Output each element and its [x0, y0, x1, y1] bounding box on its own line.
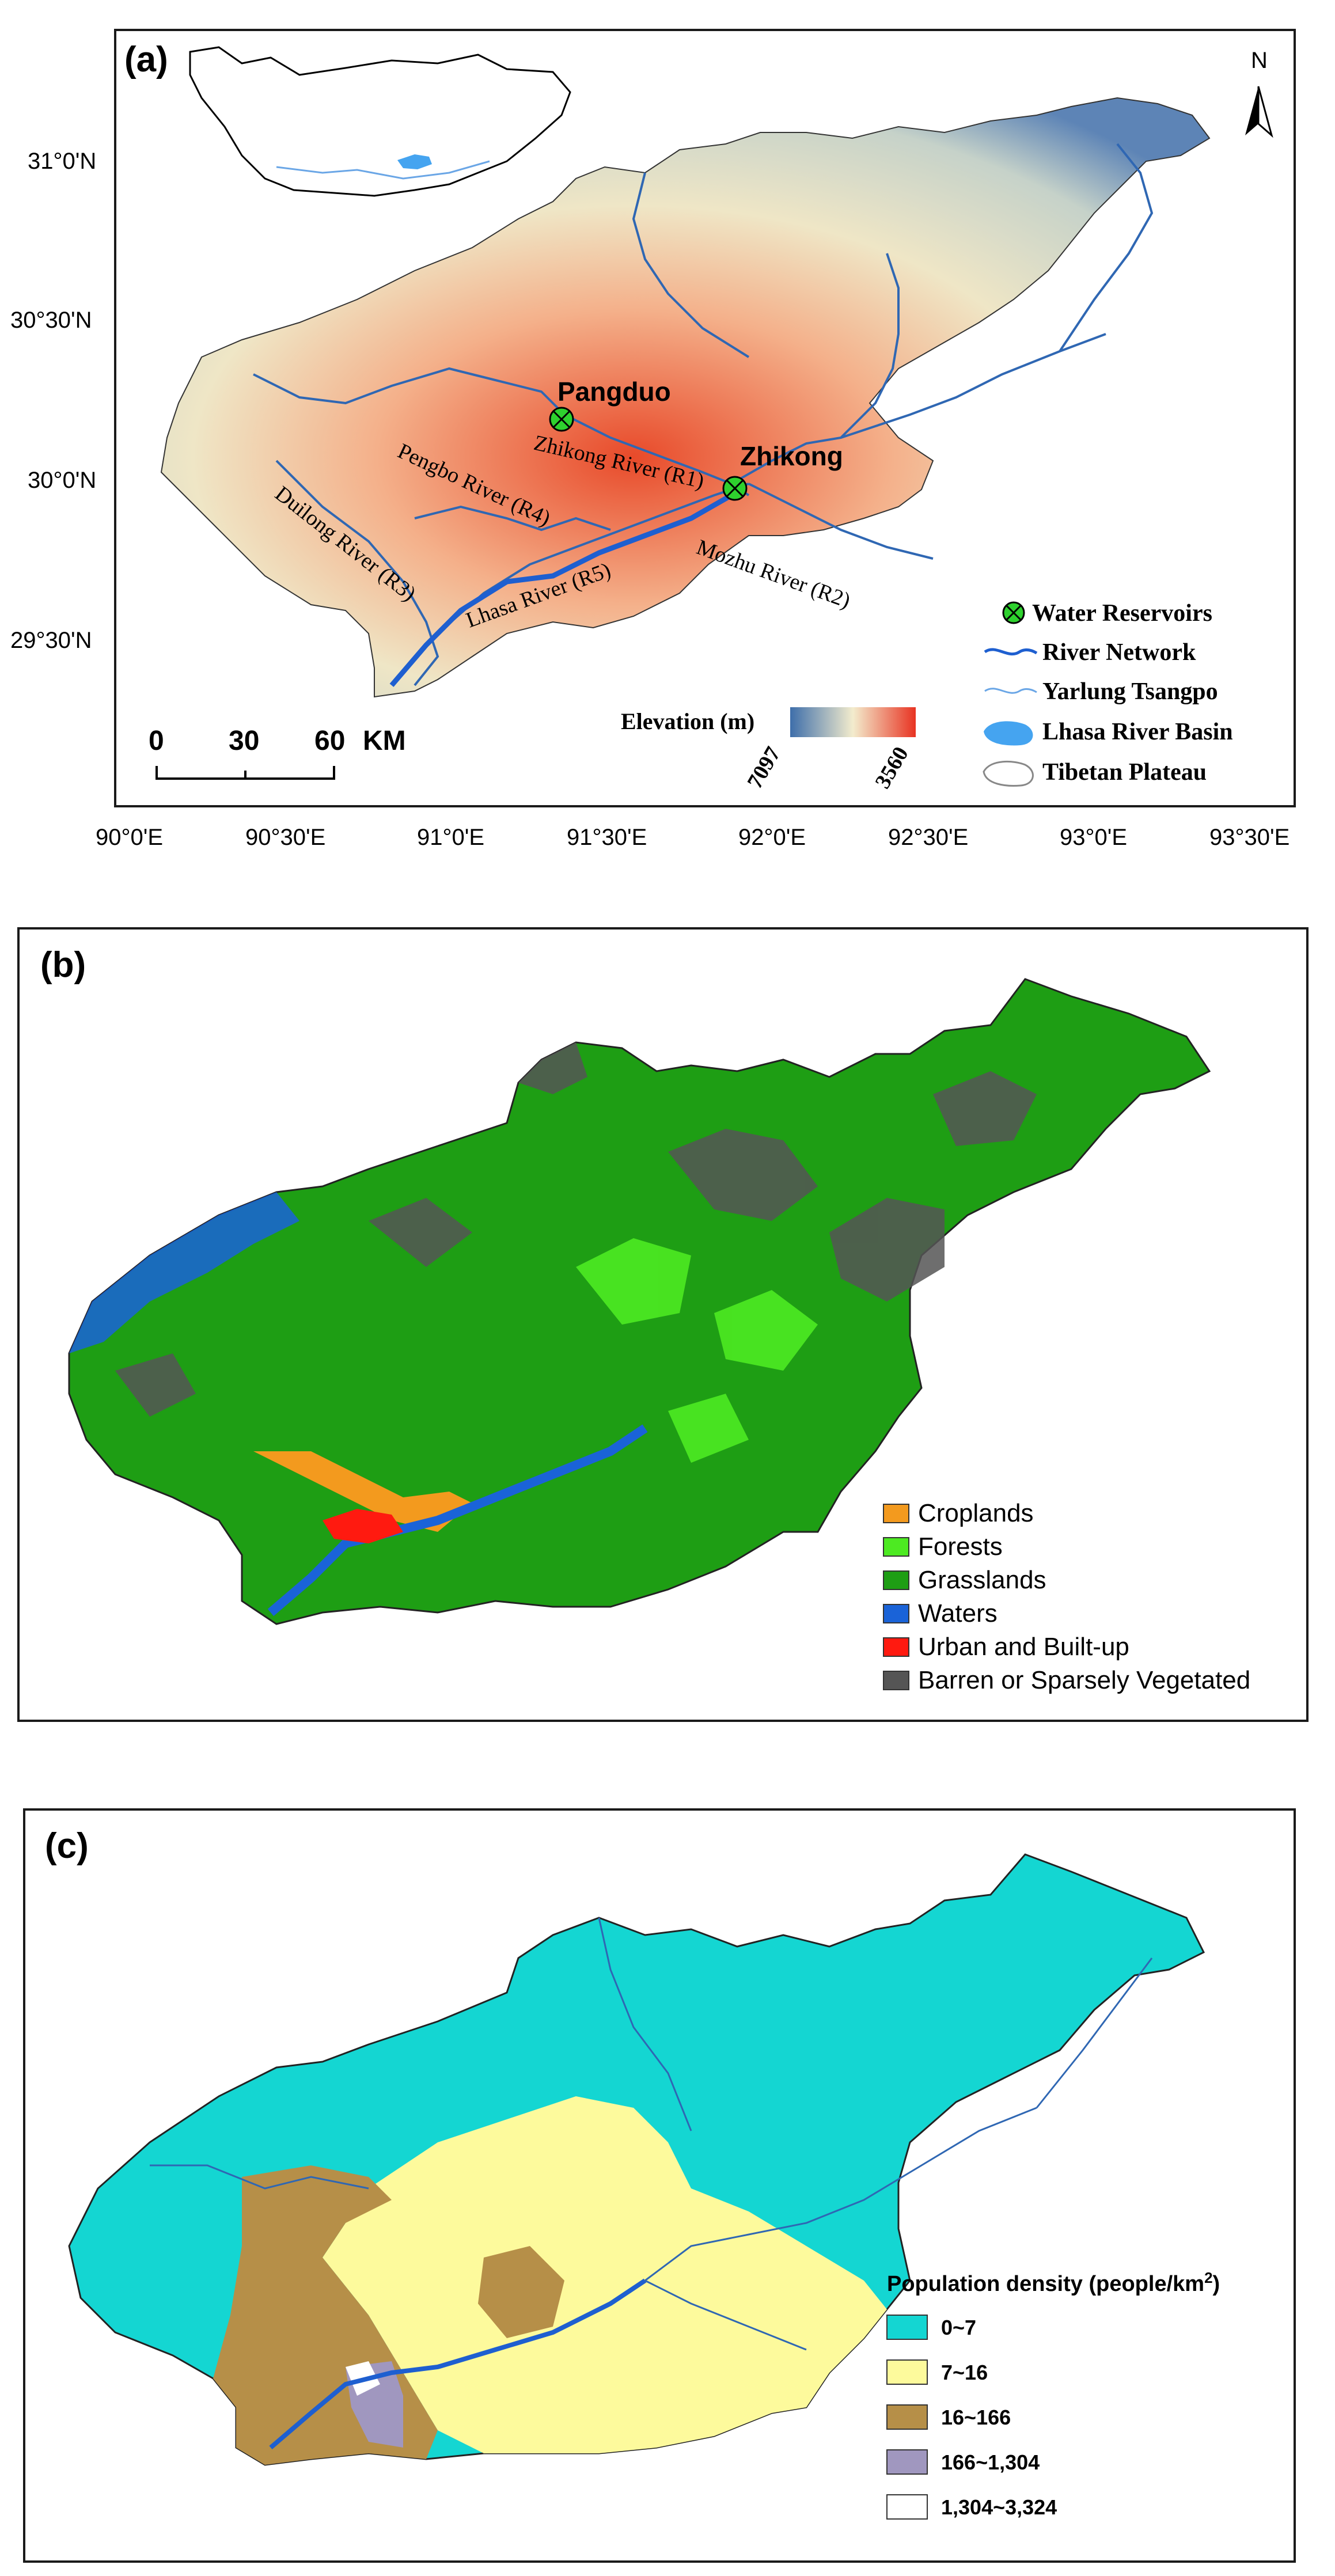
lon-tick-93-0: 93°0'E — [1060, 825, 1128, 850]
reservoir-label-zhikong: Zhikong — [740, 441, 843, 471]
scale-label-30: 30 — [229, 726, 259, 756]
lon-tick-93-30: 93°30'E — [1209, 825, 1290, 850]
scale-label-60: 60 — [314, 726, 345, 756]
lat-tick-30-30: 30°30'N — [10, 308, 92, 333]
lon-tick-92-0: 92°0'E — [738, 825, 806, 850]
lon-tick-90-30: 90°30'E — [245, 825, 326, 850]
legend-lhasa-river-basin: Lhasa River Basin — [1042, 719, 1233, 745]
waters-northwest — [69, 1192, 299, 1353]
legend-yarlung-tsangpo: Yarlung Tsangpo — [1042, 678, 1218, 705]
croplands-strip — [253, 1451, 472, 1532]
lat-tick-31-0: 31°0'N — [28, 149, 97, 174]
legend-forests: Forests — [918, 1532, 1003, 1561]
river-network-a — [253, 143, 1154, 686]
lhasa-basin-inset — [397, 154, 432, 169]
legend-16-166: 16~166 — [941, 2406, 1011, 2429]
lon-tick-92-30: 92°30'E — [888, 825, 969, 850]
legend-1304-3324: 1,304~3,324 — [941, 2495, 1057, 2519]
lhasa-main-river — [389, 493, 733, 687]
yarlung-tsangpo-inset — [276, 160, 490, 180]
lon-tick-91-30: 91°30'E — [567, 825, 647, 850]
density-7-16 — [323, 2096, 887, 2453]
legend-swatch-16-166 — [886, 2404, 928, 2430]
tibetan-plateau-legend-icon — [983, 760, 1034, 787]
legend-swatch-barren — [883, 1671, 909, 1690]
tibetan-plateau-outline — [189, 46, 571, 197]
elevation-title: Elevation (m) — [621, 708, 754, 734]
zhikong-reservoir-marker — [722, 476, 748, 501]
north-arrow: N — [1245, 48, 1273, 138]
forest-patches — [576, 1238, 818, 1463]
yarlung-legend-icon — [984, 688, 1037, 694]
legend-title-population: Population density (people/km2) — [887, 2269, 1220, 2296]
scale-label-0: 0 — [149, 726, 164, 756]
lhasa-basin-legend-icon — [984, 721, 1033, 746]
legend-swatch-urban — [883, 1637, 909, 1657]
pangduo-reservoir-marker — [549, 407, 574, 432]
legend-grasslands: Grasslands — [918, 1566, 1046, 1594]
river-network-c — [150, 1917, 1153, 2351]
legend-croplands: Croplands — [918, 1499, 1034, 1527]
panel-c-legend: Population density (people/km2) 0~7 7~16… — [886, 2269, 1220, 2520]
legend-166-1304: 166~1,304 — [941, 2450, 1040, 2474]
legend-swatch-grasslands — [883, 1570, 909, 1590]
legend-water-reservoirs: Water Reservoirs — [1032, 600, 1212, 627]
legend-swatch-waters — [883, 1604, 909, 1623]
scale-unit: KM — [363, 726, 406, 756]
legend-river-network: River Network — [1042, 639, 1196, 666]
legend-tibetan-plateau: Tibetan Plateau — [1042, 759, 1207, 786]
barren-patches — [115, 1042, 1037, 1417]
lat-tick-29-30: 29°30'N — [10, 628, 92, 653]
panel-a-map: Pangduo Zhikong Zhikong River (R1) Pengb… — [149, 46, 1273, 793]
lon-tick-91-0: 91°0'E — [417, 825, 485, 850]
river-network-legend-icon — [984, 648, 1038, 656]
elevation-colorbar — [790, 707, 916, 737]
panel-b-legend: Croplands Forests Grasslands Waters Urba… — [883, 1499, 1250, 1694]
panel-c-label: (c) — [45, 1826, 89, 1866]
legend-barren: Barren or Sparsely Vegetated — [918, 1666, 1250, 1694]
legend-swatch-0-7 — [886, 2315, 928, 2340]
density-16-166-b — [478, 2246, 564, 2338]
legend-swatch-1304-3324 — [886, 2494, 928, 2520]
reservoir-label-pangduo: Pangduo — [557, 377, 671, 407]
legend-7-16: 7~16 — [941, 2361, 988, 2384]
north-label: N — [1251, 48, 1268, 73]
urban-lhasa — [323, 1509, 403, 1543]
panel-a-legend: Water Reservoirs River Network Yarlung T… — [983, 600, 1233, 787]
panel-b-label: (b) — [40, 945, 86, 985]
lhasa-river-c — [269, 2278, 647, 2450]
legend-0-7: 0~7 — [941, 2316, 976, 2339]
reservoir-legend-icon — [1002, 601, 1025, 624]
panel-b-map: Croplands Forests Grasslands Waters Urba… — [68, 978, 1250, 1694]
lhasa-river-b — [267, 1424, 648, 1617]
legend-waters: Waters — [918, 1599, 998, 1627]
legend-urban: Urban and Built-up — [918, 1633, 1129, 1661]
panel-a-label: (a) — [124, 40, 168, 79]
legend-swatch-croplands — [883, 1504, 909, 1523]
legend-swatch-7-16 — [886, 2359, 928, 2385]
lat-tick-30-0: 30°0'N — [28, 468, 97, 493]
lon-tick-90-0: 90°0'E — [96, 825, 164, 850]
legend-swatch-166-1304 — [886, 2449, 928, 2475]
legend-swatch-forests — [883, 1537, 909, 1557]
scale-bar: 0 30 60 KM — [149, 726, 406, 780]
lhasa-basin-elevation — [160, 97, 1211, 698]
